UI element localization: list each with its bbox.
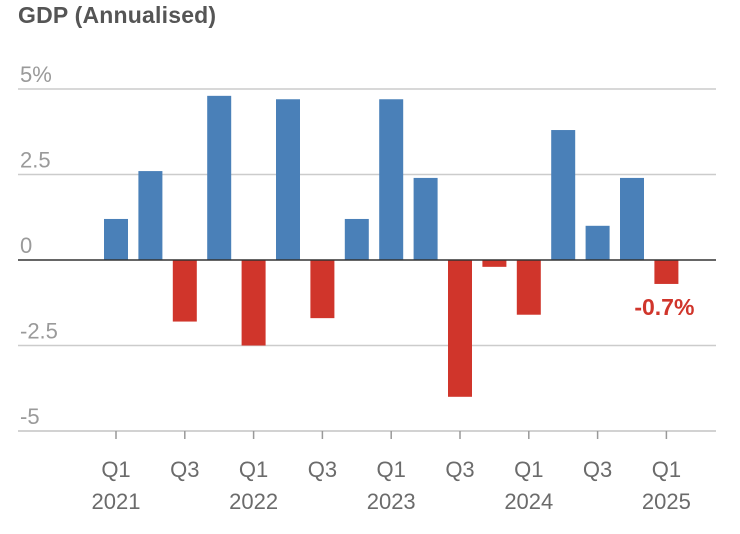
- y-tick-label: 0: [20, 233, 32, 258]
- chart-title: GDP (Annualised): [18, 2, 217, 28]
- bar: [172, 260, 197, 322]
- y-tick-label: 5%: [20, 62, 52, 87]
- bar: [620, 177, 644, 260]
- x-tick-label-quarter: Q1: [101, 457, 130, 482]
- bar: [413, 177, 438, 260]
- data-label-latest: -0.7%: [634, 294, 694, 320]
- x-tick-label-quarter: Q1: [652, 457, 681, 482]
- x-tick-label-year: 2024: [504, 489, 553, 514]
- x-tick-label-quarter: Q3: [308, 457, 337, 482]
- x-tick-label-year: 2023: [367, 489, 416, 514]
- bar: [310, 260, 335, 319]
- annotations: -0.7%: [634, 294, 694, 320]
- x-tick-label-quarter: Q3: [445, 457, 474, 482]
- x-tick-label-quarter: Q3: [170, 457, 199, 482]
- bar: [276, 99, 300, 260]
- x-tick-label-quarter: Q1: [514, 457, 543, 482]
- x-axis: [18, 259, 716, 439]
- x-tick-label-year: 2025: [642, 489, 691, 514]
- bar: [551, 130, 576, 260]
- y-axis-labels: 5% 2.5 0 -2.5 -5: [20, 62, 58, 429]
- x-tick-label-year: 2021: [92, 489, 141, 514]
- bar: [654, 260, 679, 284]
- x-tick-label-quarter: Q1: [239, 457, 268, 482]
- y-tick-label: 2.5: [20, 148, 51, 173]
- bar: [104, 218, 128, 260]
- y-tick-label: -2.5: [20, 319, 58, 344]
- y-tick-label: -5: [20, 404, 40, 429]
- bar: [138, 171, 163, 260]
- bar: [482, 260, 507, 267]
- x-tick-label-quarter: Q3: [583, 457, 612, 482]
- bar: [448, 260, 472, 397]
- bar: [241, 260, 266, 346]
- bar: [379, 99, 404, 260]
- bar: [585, 225, 610, 260]
- bar: [516, 260, 541, 315]
- x-axis-labels: Q1 2021 Q3 Q1 2022 Q3 Q1 2023 Q3 Q1 2024 Q3 Q1 2025: [92, 457, 691, 514]
- bar: [344, 218, 369, 260]
- bar: [207, 95, 232, 260]
- bars: [104, 95, 679, 397]
- x-tick-label-quarter: Q1: [377, 457, 406, 482]
- x-tick-label-year: 2022: [229, 489, 278, 514]
